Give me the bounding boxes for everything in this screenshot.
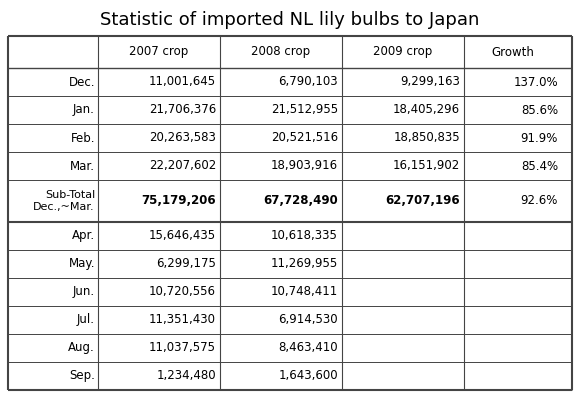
Text: Sep.: Sep.	[69, 370, 95, 382]
Text: 11,001,645: 11,001,645	[149, 76, 216, 88]
Text: 91.9%: 91.9%	[521, 132, 558, 144]
Text: Apr.: Apr.	[72, 230, 95, 242]
Text: Jul.: Jul.	[77, 314, 95, 326]
Text: 6,790,103: 6,790,103	[278, 76, 338, 88]
Text: Mar.: Mar.	[70, 160, 95, 172]
Text: 18,903,916: 18,903,916	[271, 160, 338, 172]
Text: May.: May.	[68, 258, 95, 270]
Text: 10,618,335: 10,618,335	[271, 230, 338, 242]
Text: 92.6%: 92.6%	[521, 194, 558, 208]
Text: 16,151,902: 16,151,902	[393, 160, 460, 172]
Text: 6,914,530: 6,914,530	[278, 314, 338, 326]
Text: 67,728,490: 67,728,490	[263, 194, 338, 208]
Text: 11,269,955: 11,269,955	[271, 258, 338, 270]
Text: 75,179,206: 75,179,206	[142, 194, 216, 208]
Text: 6,299,175: 6,299,175	[156, 258, 216, 270]
Text: Aug.: Aug.	[68, 342, 95, 354]
Text: 10,748,411: 10,748,411	[271, 286, 338, 298]
Text: 11,037,575: 11,037,575	[149, 342, 216, 354]
Text: 21,512,955: 21,512,955	[271, 104, 338, 116]
Text: Statistic of imported NL lily bulbs to Japan: Statistic of imported NL lily bulbs to J…	[100, 11, 480, 29]
Text: Sub-Total
Dec.,~Mar.: Sub-Total Dec.,~Mar.	[34, 190, 95, 212]
Text: 85.4%: 85.4%	[521, 160, 558, 172]
Text: 1,234,480: 1,234,480	[157, 370, 216, 382]
Text: Feb.: Feb.	[71, 132, 95, 144]
Text: Jun.: Jun.	[73, 286, 95, 298]
Text: 2008 crop: 2008 crop	[252, 46, 310, 58]
Text: 20,263,583: 20,263,583	[149, 132, 216, 144]
Text: 2009 crop: 2009 crop	[374, 46, 433, 58]
Text: 20,521,516: 20,521,516	[271, 132, 338, 144]
Text: 8,463,410: 8,463,410	[278, 342, 338, 354]
Text: 85.6%: 85.6%	[521, 104, 558, 116]
Text: 22,207,602: 22,207,602	[148, 160, 216, 172]
Text: 137.0%: 137.0%	[513, 76, 558, 88]
Text: Jan.: Jan.	[73, 104, 95, 116]
Text: 18,405,296: 18,405,296	[393, 104, 460, 116]
Text: 21,706,376: 21,706,376	[148, 104, 216, 116]
Text: Growth: Growth	[492, 46, 534, 58]
Text: Dec.: Dec.	[68, 76, 95, 88]
Text: 15,646,435: 15,646,435	[149, 230, 216, 242]
Text: 18,850,835: 18,850,835	[393, 132, 460, 144]
Text: 2007 crop: 2007 crop	[129, 46, 188, 58]
Text: 10,720,556: 10,720,556	[149, 286, 216, 298]
Text: 9,299,163: 9,299,163	[400, 76, 460, 88]
Text: 62,707,196: 62,707,196	[385, 194, 460, 208]
Text: 1,643,600: 1,643,600	[278, 370, 338, 382]
Text: 11,351,430: 11,351,430	[149, 314, 216, 326]
